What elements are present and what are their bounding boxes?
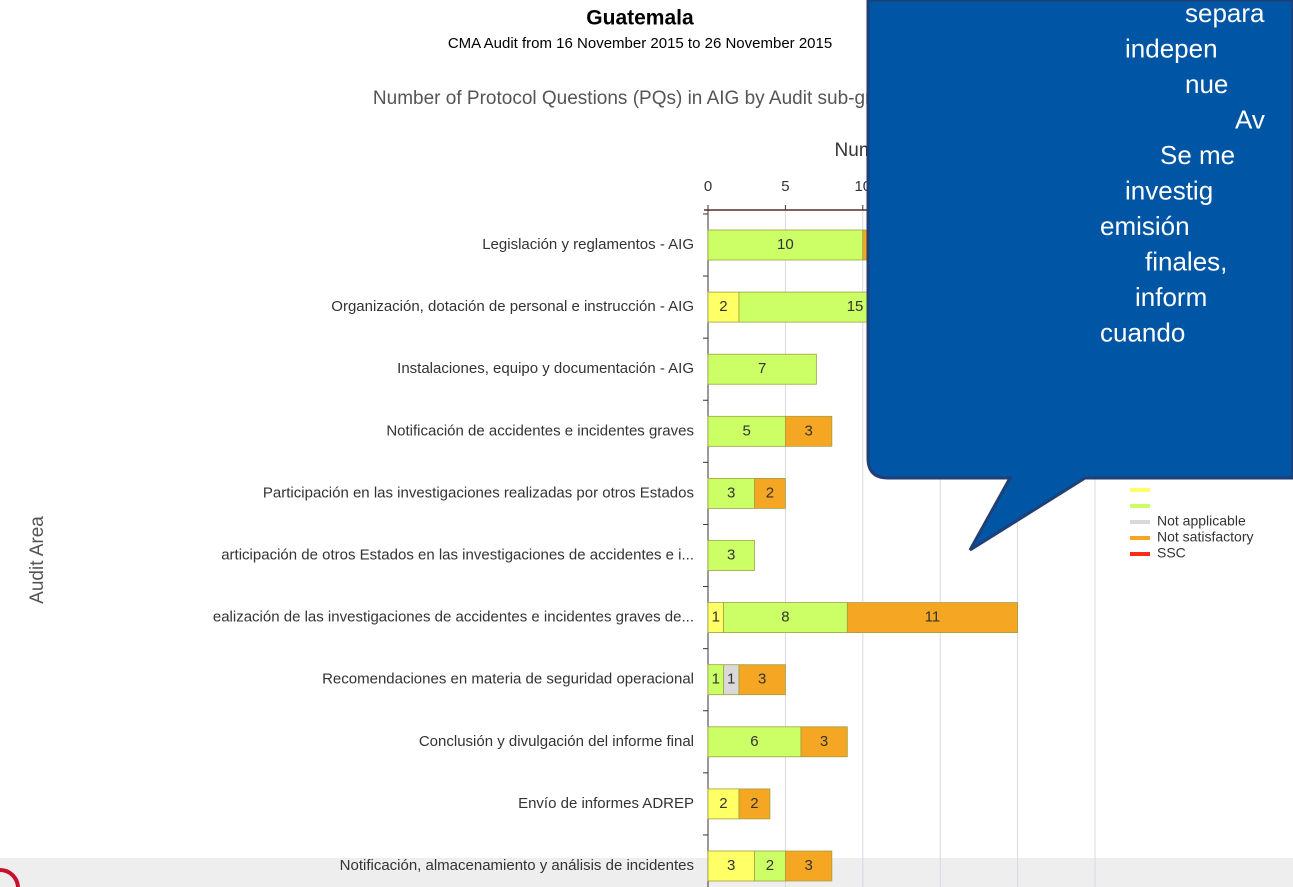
bar-segment xyxy=(738,664,786,696)
data-label: 2 xyxy=(719,795,727,812)
y-tick-label: Recomendaciones en materia de seguridad … xyxy=(322,671,694,688)
y-tick-label: Envío de informes ADREP xyxy=(518,795,694,812)
y-axis-title: Audit Area xyxy=(27,516,48,604)
title: Guatemala xyxy=(586,7,694,30)
bar-segment xyxy=(785,850,833,882)
bar-segment xyxy=(754,850,786,882)
chart-title: Number of Protocol Questions (PQs) in AI… xyxy=(373,88,903,109)
bar-segment xyxy=(707,229,864,261)
callout-text: Av xyxy=(1235,104,1265,134)
data-label: 7 xyxy=(758,360,766,377)
x-tick-label: 5 xyxy=(781,178,789,195)
callout-text: indepen xyxy=(1125,33,1218,63)
data-label: 1 xyxy=(712,671,720,688)
legend-label: Not satisfactory xyxy=(1157,529,1253,545)
data-label: 3 xyxy=(758,671,766,688)
bar-segment xyxy=(707,291,740,323)
y-tick-label: Participación en las investigaciones rea… xyxy=(263,484,694,501)
bar-segment xyxy=(707,788,740,820)
data-label: 3 xyxy=(727,484,735,501)
legend-label: SSC xyxy=(1157,545,1186,561)
x-tick-label: 0 xyxy=(704,178,712,195)
data-label: 2 xyxy=(766,857,774,874)
callout-text: inform xyxy=(1135,282,1207,312)
callout-text: separa xyxy=(1185,0,1265,28)
data-label: 3 xyxy=(727,857,735,874)
data-label: 10 xyxy=(777,236,794,253)
callout-text: Se me xyxy=(1160,140,1235,170)
data-label: 2 xyxy=(750,795,758,812)
footer-band xyxy=(0,858,1293,887)
data-label: 3 xyxy=(820,733,828,750)
data-label: 3 xyxy=(804,857,812,874)
y-tick-label: Instalaciones, equipo y documentación - … xyxy=(397,360,694,377)
bar-segment xyxy=(707,850,755,882)
callout-text: emisión xyxy=(1100,211,1190,241)
subtitle: CMA Audit from 16 November 2015 to 26 No… xyxy=(448,35,832,52)
data-label: 3 xyxy=(727,546,735,563)
legend-label: Not applicable xyxy=(1157,513,1246,529)
bar-segment xyxy=(707,477,755,509)
data-label: 3 xyxy=(804,422,812,439)
y-tick-label: Organización, dotación de personal e ins… xyxy=(331,298,694,315)
y-tick-label: Conclusión y divulgación del informe fin… xyxy=(419,733,694,750)
data-label: 6 xyxy=(750,733,758,750)
callout-bubble xyxy=(866,0,1293,552)
data-label: 11 xyxy=(925,609,941,626)
y-tick-label: Notificación, almacenamiento y análisis … xyxy=(340,857,694,874)
bar-segment xyxy=(846,602,1019,633)
y-tick-label: ealización de las investigaciones de acc… xyxy=(213,609,694,626)
data-label: 2 xyxy=(766,484,774,501)
bar-segment xyxy=(707,353,817,385)
bar-segment xyxy=(707,540,755,571)
data-label: 2 xyxy=(719,298,727,315)
data-label: 1 xyxy=(712,609,720,626)
bar-segment xyxy=(754,477,786,509)
data-label: 1 xyxy=(727,671,735,688)
callout-text: finales, xyxy=(1145,246,1227,276)
data-label: 15 xyxy=(847,298,864,315)
y-tick-label: Notificación de accidentes e incidentes … xyxy=(386,422,694,439)
bar-segment xyxy=(800,726,848,758)
y-tick-label: Legislación y reglamentos - AIG xyxy=(482,236,694,253)
y-tick-label: articipación de otros Estados en las inv… xyxy=(221,546,694,563)
logo xyxy=(0,867,20,887)
bar-segment xyxy=(738,788,771,820)
bar-segment xyxy=(723,602,848,633)
callout-text: investig xyxy=(1125,175,1213,205)
callout-text: cuando xyxy=(1100,317,1185,347)
data-label: 8 xyxy=(781,609,789,626)
data-label: 5 xyxy=(743,422,751,439)
bar-segment xyxy=(785,415,833,447)
bar-segment xyxy=(707,415,786,447)
callout-text: nue xyxy=(1185,69,1228,99)
